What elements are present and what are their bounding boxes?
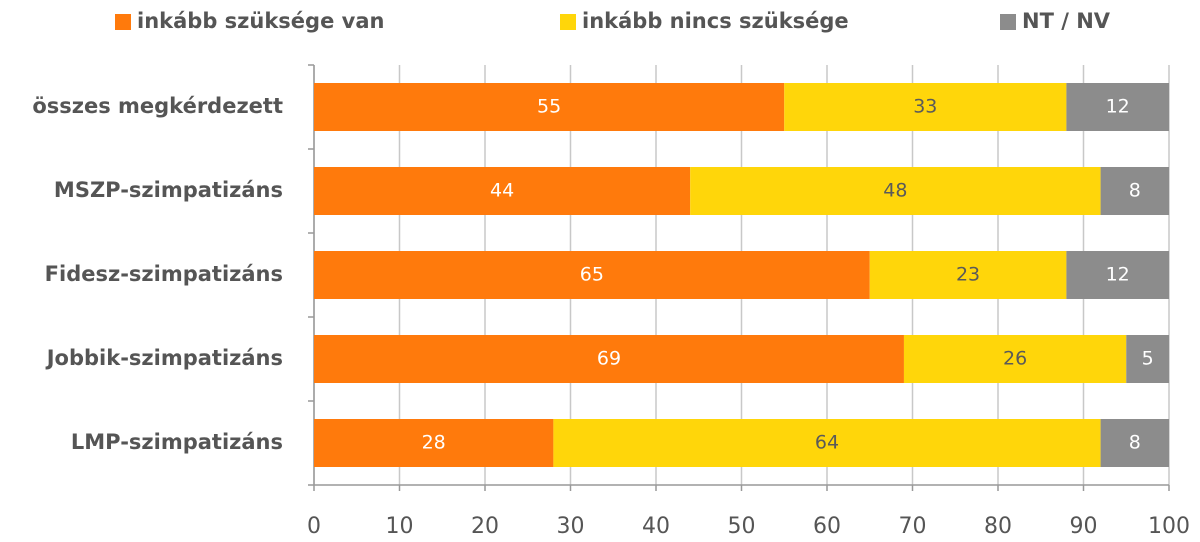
data-label: 65 (580, 264, 604, 286)
bar-segment (314, 167, 691, 215)
category-label: MSZP-szimpatizáns (54, 178, 283, 202)
x-tick-label: 50 (728, 514, 756, 539)
x-tick-label: 70 (899, 514, 927, 539)
category-label: Jobbik-szimpatizáns (45, 346, 283, 370)
bar-segment (1100, 419, 1169, 467)
bar-segment (1100, 167, 1169, 215)
data-label: 33 (913, 96, 937, 118)
data-label: 55 (537, 96, 561, 118)
data-label: 8 (1129, 432, 1141, 454)
data-label: 48 (883, 180, 907, 202)
bar-segment (553, 419, 1101, 467)
x-tick-label: 100 (1148, 514, 1190, 539)
x-tick-label: 40 (642, 514, 670, 539)
x-tick-label: 0 (307, 514, 321, 539)
bar-segment (1066, 83, 1169, 131)
bar-segment (784, 83, 1067, 131)
x-tick-label: 80 (984, 514, 1012, 539)
x-tick-label: 10 (386, 514, 414, 539)
legend-label: inkább szüksége van (137, 9, 384, 33)
legend-swatch (115, 14, 131, 30)
bar-segment (314, 419, 554, 467)
bar-segment (314, 335, 904, 383)
legend-swatch (1000, 14, 1016, 30)
data-label: 69 (597, 348, 621, 370)
data-label: 8 (1129, 180, 1141, 202)
bar-segment (314, 83, 785, 131)
bar-segment (690, 167, 1101, 215)
bar-segment (903, 335, 1127, 383)
bar-segment (1126, 335, 1169, 383)
x-tick-label: 30 (557, 514, 585, 539)
legend-label: NT / NV (1022, 9, 1111, 33)
data-label: 5 (1142, 348, 1154, 370)
x-tick-label: 90 (1070, 514, 1098, 539)
legend-swatch (560, 14, 576, 30)
data-label: 64 (815, 432, 839, 454)
legend-label: inkább nincs szüksége (582, 9, 849, 33)
category-label: összes megkérdezett (32, 94, 283, 118)
bar-segment (869, 251, 1067, 299)
data-label: 26 (1003, 348, 1027, 370)
bar-segment (1066, 251, 1169, 299)
data-label: 23 (956, 264, 980, 286)
category-label: LMP-szimpatizáns (71, 430, 283, 454)
data-label: 12 (1106, 264, 1130, 286)
data-label: 12 (1106, 96, 1130, 118)
x-tick-label: 60 (813, 514, 841, 539)
bar-segment (314, 251, 870, 299)
data-label: 44 (490, 180, 514, 202)
category-label: Fidesz-szimpatizáns (45, 262, 283, 286)
x-tick-label: 20 (471, 514, 499, 539)
data-label: 28 (422, 432, 446, 454)
